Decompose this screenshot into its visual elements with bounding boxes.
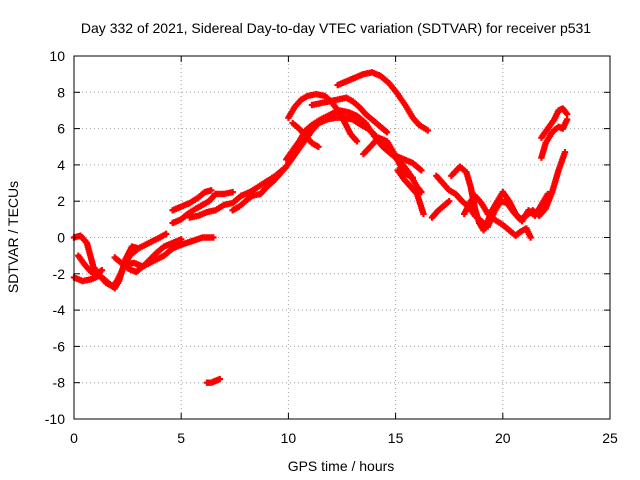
data-point-marker: [527, 234, 534, 241]
y-tick-label: 0: [57, 230, 65, 246]
x-tick-label: 20: [495, 430, 511, 446]
series-track-12: [289, 119, 322, 150]
x-tick-label: 0: [70, 430, 78, 446]
series-track-16: [394, 167, 427, 218]
series-track-17: [428, 198, 453, 221]
data-points: [70, 69, 571, 386]
x-tick-label: 15: [388, 430, 404, 446]
data-point-marker: [229, 188, 236, 196]
y-tick-label: -6: [53, 338, 66, 354]
data-point-marker: [561, 148, 569, 156]
data-point-marker: [315, 143, 322, 150]
series-track-14: [334, 69, 431, 134]
axis-ticks: 0 5 10 15 20 25 -10 -8 -6 -4 -2 0 2 4 6 8 10: [45, 48, 618, 446]
data-point-marker: [135, 245, 142, 252]
grid: [74, 56, 610, 419]
y-tick-label: -10: [45, 411, 65, 427]
y-tick-label: -2: [53, 266, 66, 282]
data-point-marker: [383, 129, 391, 136]
series-track-13: [308, 94, 391, 136]
data-point-marker: [420, 210, 427, 218]
x-tick-label: 5: [177, 430, 185, 446]
data-point-marker: [98, 266, 106, 274]
data-point-marker: [353, 138, 361, 145]
y-axis-label: SDTVAR / TECUs: [5, 181, 21, 293]
x-tick-label: 25: [602, 430, 618, 446]
data-point-marker: [216, 375, 223, 383]
y-tick-label: 10: [49, 48, 65, 64]
chart-title: Day 332 of 2021, Sidereal Day-to-day VTE…: [81, 20, 591, 36]
series-track-2: [70, 243, 142, 292]
data-point-marker: [409, 174, 416, 181]
y-tick-label: -8: [53, 375, 66, 391]
series-track-15: [360, 134, 416, 181]
data-point-marker: [418, 188, 425, 196]
x-axis-label: GPS time / hours: [288, 458, 395, 474]
y-tick-label: 8: [57, 84, 65, 100]
data-point-marker: [544, 190, 552, 198]
series-track-21: [538, 116, 571, 161]
data-point-marker: [208, 187, 215, 194]
data-point-marker: [418, 167, 425, 174]
data-point-marker: [563, 110, 571, 118]
series-track-23: [203, 375, 223, 386]
data-point-marker: [162, 230, 170, 238]
series-track-5: [124, 236, 185, 276]
series-track-22: [538, 105, 571, 141]
data-point-marker: [210, 234, 217, 241]
data-point-marker: [446, 198, 453, 205]
y-tick-label: -4: [53, 302, 66, 318]
y-tick-label: 6: [57, 121, 65, 137]
series-track-9: [229, 114, 425, 214]
y-tick-label: 2: [57, 193, 65, 209]
series-track-20: [461, 192, 534, 241]
x-tick-label: 10: [281, 430, 297, 446]
data-point-marker: [424, 127, 431, 134]
data-point-marker: [563, 116, 571, 123]
series-track-18: [433, 148, 569, 230]
data-point-marker: [178, 236, 185, 243]
series-track-6: [169, 188, 236, 227]
y-tick-label: 4: [57, 157, 65, 173]
series-track-3: [75, 252, 106, 277]
series-track-7: [169, 187, 215, 214]
